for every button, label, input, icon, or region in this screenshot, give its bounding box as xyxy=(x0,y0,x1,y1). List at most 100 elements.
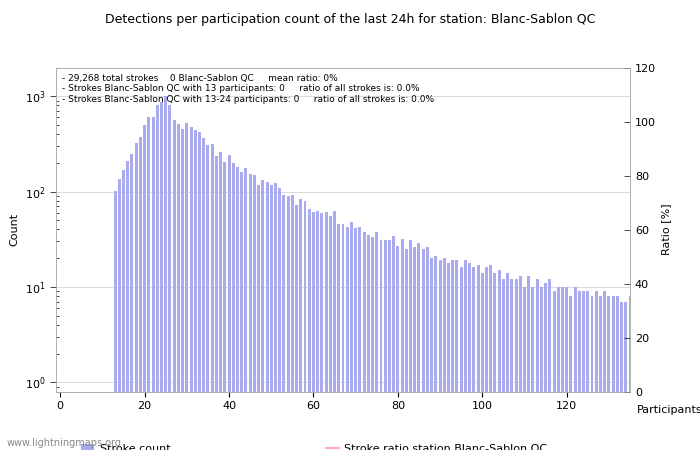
Bar xyxy=(574,287,577,450)
Bar xyxy=(321,213,323,450)
Bar xyxy=(405,249,408,450)
Bar xyxy=(498,270,500,450)
Bar xyxy=(595,291,598,450)
Bar xyxy=(485,267,488,450)
Bar xyxy=(421,249,425,450)
Bar xyxy=(308,209,311,450)
Bar xyxy=(578,291,581,450)
Bar xyxy=(608,296,610,450)
Bar xyxy=(148,117,150,450)
Bar xyxy=(654,308,657,450)
Bar xyxy=(287,196,290,450)
Bar xyxy=(350,222,353,450)
Text: Participants: Participants xyxy=(637,405,700,415)
Bar xyxy=(354,229,357,450)
Bar xyxy=(304,201,307,450)
Bar xyxy=(274,183,277,450)
Bar xyxy=(215,156,218,450)
Bar xyxy=(244,168,247,450)
Bar xyxy=(452,261,454,450)
Bar xyxy=(552,291,556,450)
Bar xyxy=(300,199,302,450)
Bar xyxy=(519,276,522,450)
Bar xyxy=(556,287,560,450)
Text: www.lightningmaps.org: www.lightningmaps.org xyxy=(7,438,122,448)
Bar xyxy=(548,279,552,450)
Bar xyxy=(473,267,475,450)
Bar xyxy=(620,302,623,450)
Bar xyxy=(130,154,134,450)
Bar xyxy=(236,167,239,450)
Bar xyxy=(409,240,412,450)
Bar xyxy=(156,105,159,450)
Bar xyxy=(291,194,294,450)
Bar xyxy=(186,123,188,450)
Bar xyxy=(228,155,230,450)
Bar xyxy=(113,191,117,450)
Bar xyxy=(531,287,534,450)
Bar xyxy=(629,296,631,450)
Bar xyxy=(645,315,648,450)
Bar xyxy=(527,276,530,450)
Bar xyxy=(650,308,652,450)
Bar xyxy=(464,261,467,450)
Bar xyxy=(565,287,568,450)
Bar xyxy=(540,287,542,450)
Bar xyxy=(658,315,661,450)
Bar xyxy=(569,296,573,450)
Bar xyxy=(587,291,589,450)
Bar xyxy=(514,279,517,450)
Bar xyxy=(346,226,349,450)
Bar xyxy=(616,296,619,450)
Bar xyxy=(198,132,201,450)
Bar xyxy=(384,240,386,450)
Bar xyxy=(544,283,547,450)
Bar xyxy=(392,236,395,450)
Text: Detections per participation count of the last 24h for station: Blanc-Sablon QC: Detections per participation count of th… xyxy=(105,14,595,27)
Bar xyxy=(388,240,391,450)
Bar xyxy=(371,238,374,450)
Bar xyxy=(312,212,315,450)
Bar xyxy=(278,189,281,450)
Bar xyxy=(375,232,378,450)
Bar xyxy=(152,117,155,450)
Bar xyxy=(126,161,130,450)
Bar xyxy=(139,137,142,450)
Bar xyxy=(413,248,416,450)
Bar xyxy=(447,262,450,450)
Bar xyxy=(342,224,344,450)
Bar xyxy=(666,315,669,450)
Bar xyxy=(194,130,197,450)
Bar xyxy=(181,129,184,450)
Bar xyxy=(536,279,538,450)
Bar xyxy=(435,256,438,450)
Bar xyxy=(510,279,513,450)
Bar xyxy=(333,211,336,450)
Bar xyxy=(506,273,509,450)
Bar xyxy=(134,143,138,450)
Bar xyxy=(169,105,172,450)
Bar xyxy=(603,291,606,450)
Bar xyxy=(489,265,492,450)
Bar xyxy=(417,243,421,450)
Bar xyxy=(633,302,636,450)
Bar xyxy=(561,287,564,450)
Bar xyxy=(662,308,665,450)
Bar xyxy=(456,261,458,450)
Bar xyxy=(400,239,404,450)
Bar xyxy=(337,224,340,450)
Bar xyxy=(477,265,480,450)
Bar xyxy=(253,176,256,450)
Bar xyxy=(144,125,146,450)
Bar xyxy=(270,184,273,450)
Bar xyxy=(460,267,463,450)
Text: - 29,268 total strokes    0 Blanc-Sablon QC     mean ratio: 0%
- Strokes Blanc-S: - 29,268 total strokes 0 Blanc-Sablon QC… xyxy=(62,74,434,104)
Bar xyxy=(206,145,209,450)
Bar xyxy=(430,258,433,450)
Bar xyxy=(164,96,167,450)
Y-axis label: Ratio [%]: Ratio [%] xyxy=(662,204,671,255)
Bar xyxy=(481,273,484,450)
Bar xyxy=(282,194,286,450)
Bar xyxy=(265,182,269,450)
Bar xyxy=(261,180,265,450)
